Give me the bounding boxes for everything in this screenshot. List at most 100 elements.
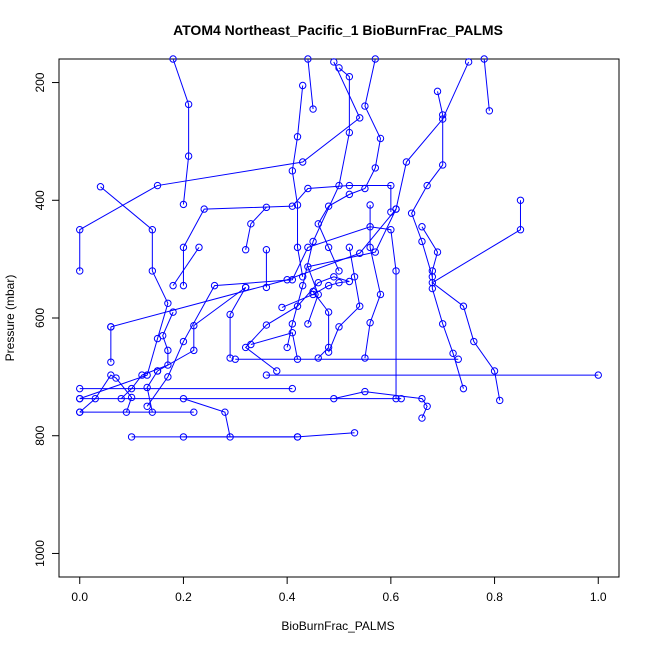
series-line [229, 287, 247, 359]
data-point [153, 181, 162, 190]
data-point [76, 408, 84, 416]
chart-title: ATOM4 Northeast_Pacific_1 BioBurnFrac_PA… [173, 22, 503, 38]
data-point [402, 158, 411, 166]
series-line [245, 206, 267, 250]
data-point [169, 308, 177, 316]
data-point [262, 203, 271, 212]
x-axis-label: BioBurnFrac_PALMS [281, 619, 394, 633]
data-point [392, 205, 400, 213]
data-point [423, 181, 431, 190]
series-1 [76, 394, 405, 403]
series-13 [169, 243, 203, 290]
data-point [324, 243, 333, 252]
series-line [312, 291, 330, 359]
data-point [309, 290, 317, 299]
series-line [157, 286, 246, 372]
data-point [190, 408, 198, 416]
data-point [283, 343, 291, 352]
data-point [470, 337, 478, 346]
data-point [241, 343, 250, 352]
series-line [307, 58, 314, 110]
x-tick-label: 0.4 [279, 590, 296, 604]
series-21 [309, 287, 333, 362]
data-point [190, 346, 198, 355]
data-point [407, 209, 416, 217]
series-0 [76, 384, 297, 393]
data-point [241, 283, 250, 292]
data-point [288, 329, 297, 337]
series-2 [76, 408, 198, 416]
data-point [304, 320, 312, 328]
series-6 [76, 58, 364, 275]
data-point [288, 320, 297, 328]
data-point [516, 226, 525, 234]
data-point [299, 158, 307, 166]
data-point [480, 55, 488, 63]
series-25 [418, 223, 468, 393]
data-point [112, 374, 120, 382]
data-point [127, 433, 136, 441]
series-line [421, 226, 464, 389]
data-point [96, 183, 105, 191]
series-33 [330, 387, 431, 422]
data-point [516, 196, 525, 204]
data-point [418, 223, 426, 231]
data-point [418, 394, 426, 403]
data-point [490, 367, 499, 375]
data-point [459, 302, 468, 310]
data-point [314, 220, 322, 228]
data-point [335, 64, 343, 72]
data-point [392, 267, 400, 275]
series-29 [247, 329, 302, 363]
data-point [76, 394, 84, 403]
data-point [293, 355, 302, 363]
data-point [345, 128, 354, 137]
data-point [366, 319, 374, 327]
series-30 [143, 367, 162, 416]
y-tick-label: 200 [33, 72, 47, 92]
series-line [291, 85, 304, 277]
data-point [169, 281, 177, 290]
data-point [117, 394, 125, 403]
data-point [148, 408, 157, 416]
data-point [345, 277, 354, 286]
data-point [247, 220, 255, 228]
series-line [172, 58, 190, 205]
series-line [120, 311, 174, 400]
data-point [299, 81, 307, 90]
data-point [241, 246, 250, 254]
data-point [293, 433, 302, 441]
data-point [221, 408, 229, 416]
data-point [288, 384, 297, 393]
data-point [387, 226, 395, 234]
data-point [184, 152, 193, 160]
series-35 [76, 371, 136, 416]
series-17 [226, 283, 250, 362]
series-9 [107, 323, 115, 366]
data-point [361, 102, 369, 110]
data-point [76, 226, 84, 234]
series-32 [179, 429, 359, 441]
data-point [366, 243, 374, 252]
series-22 [361, 201, 385, 362]
data-point [418, 414, 426, 422]
data-point [350, 273, 359, 281]
series-36 [241, 273, 354, 375]
series-16 [153, 283, 250, 375]
data-point [345, 181, 354, 190]
data-point [293, 133, 302, 141]
data-point [91, 394, 99, 403]
data-point [335, 278, 343, 287]
series-14 [241, 203, 271, 254]
series-4 [231, 355, 462, 363]
series-18 [288, 81, 307, 281]
data-point [309, 237, 317, 246]
data-point [262, 283, 271, 292]
data-point [324, 308, 333, 316]
data-point [159, 331, 167, 340]
data-point [335, 267, 343, 275]
data-point [496, 396, 504, 405]
data-point [262, 321, 271, 329]
x-tick-label: 0.0 [71, 590, 88, 604]
data-point [288, 276, 297, 284]
